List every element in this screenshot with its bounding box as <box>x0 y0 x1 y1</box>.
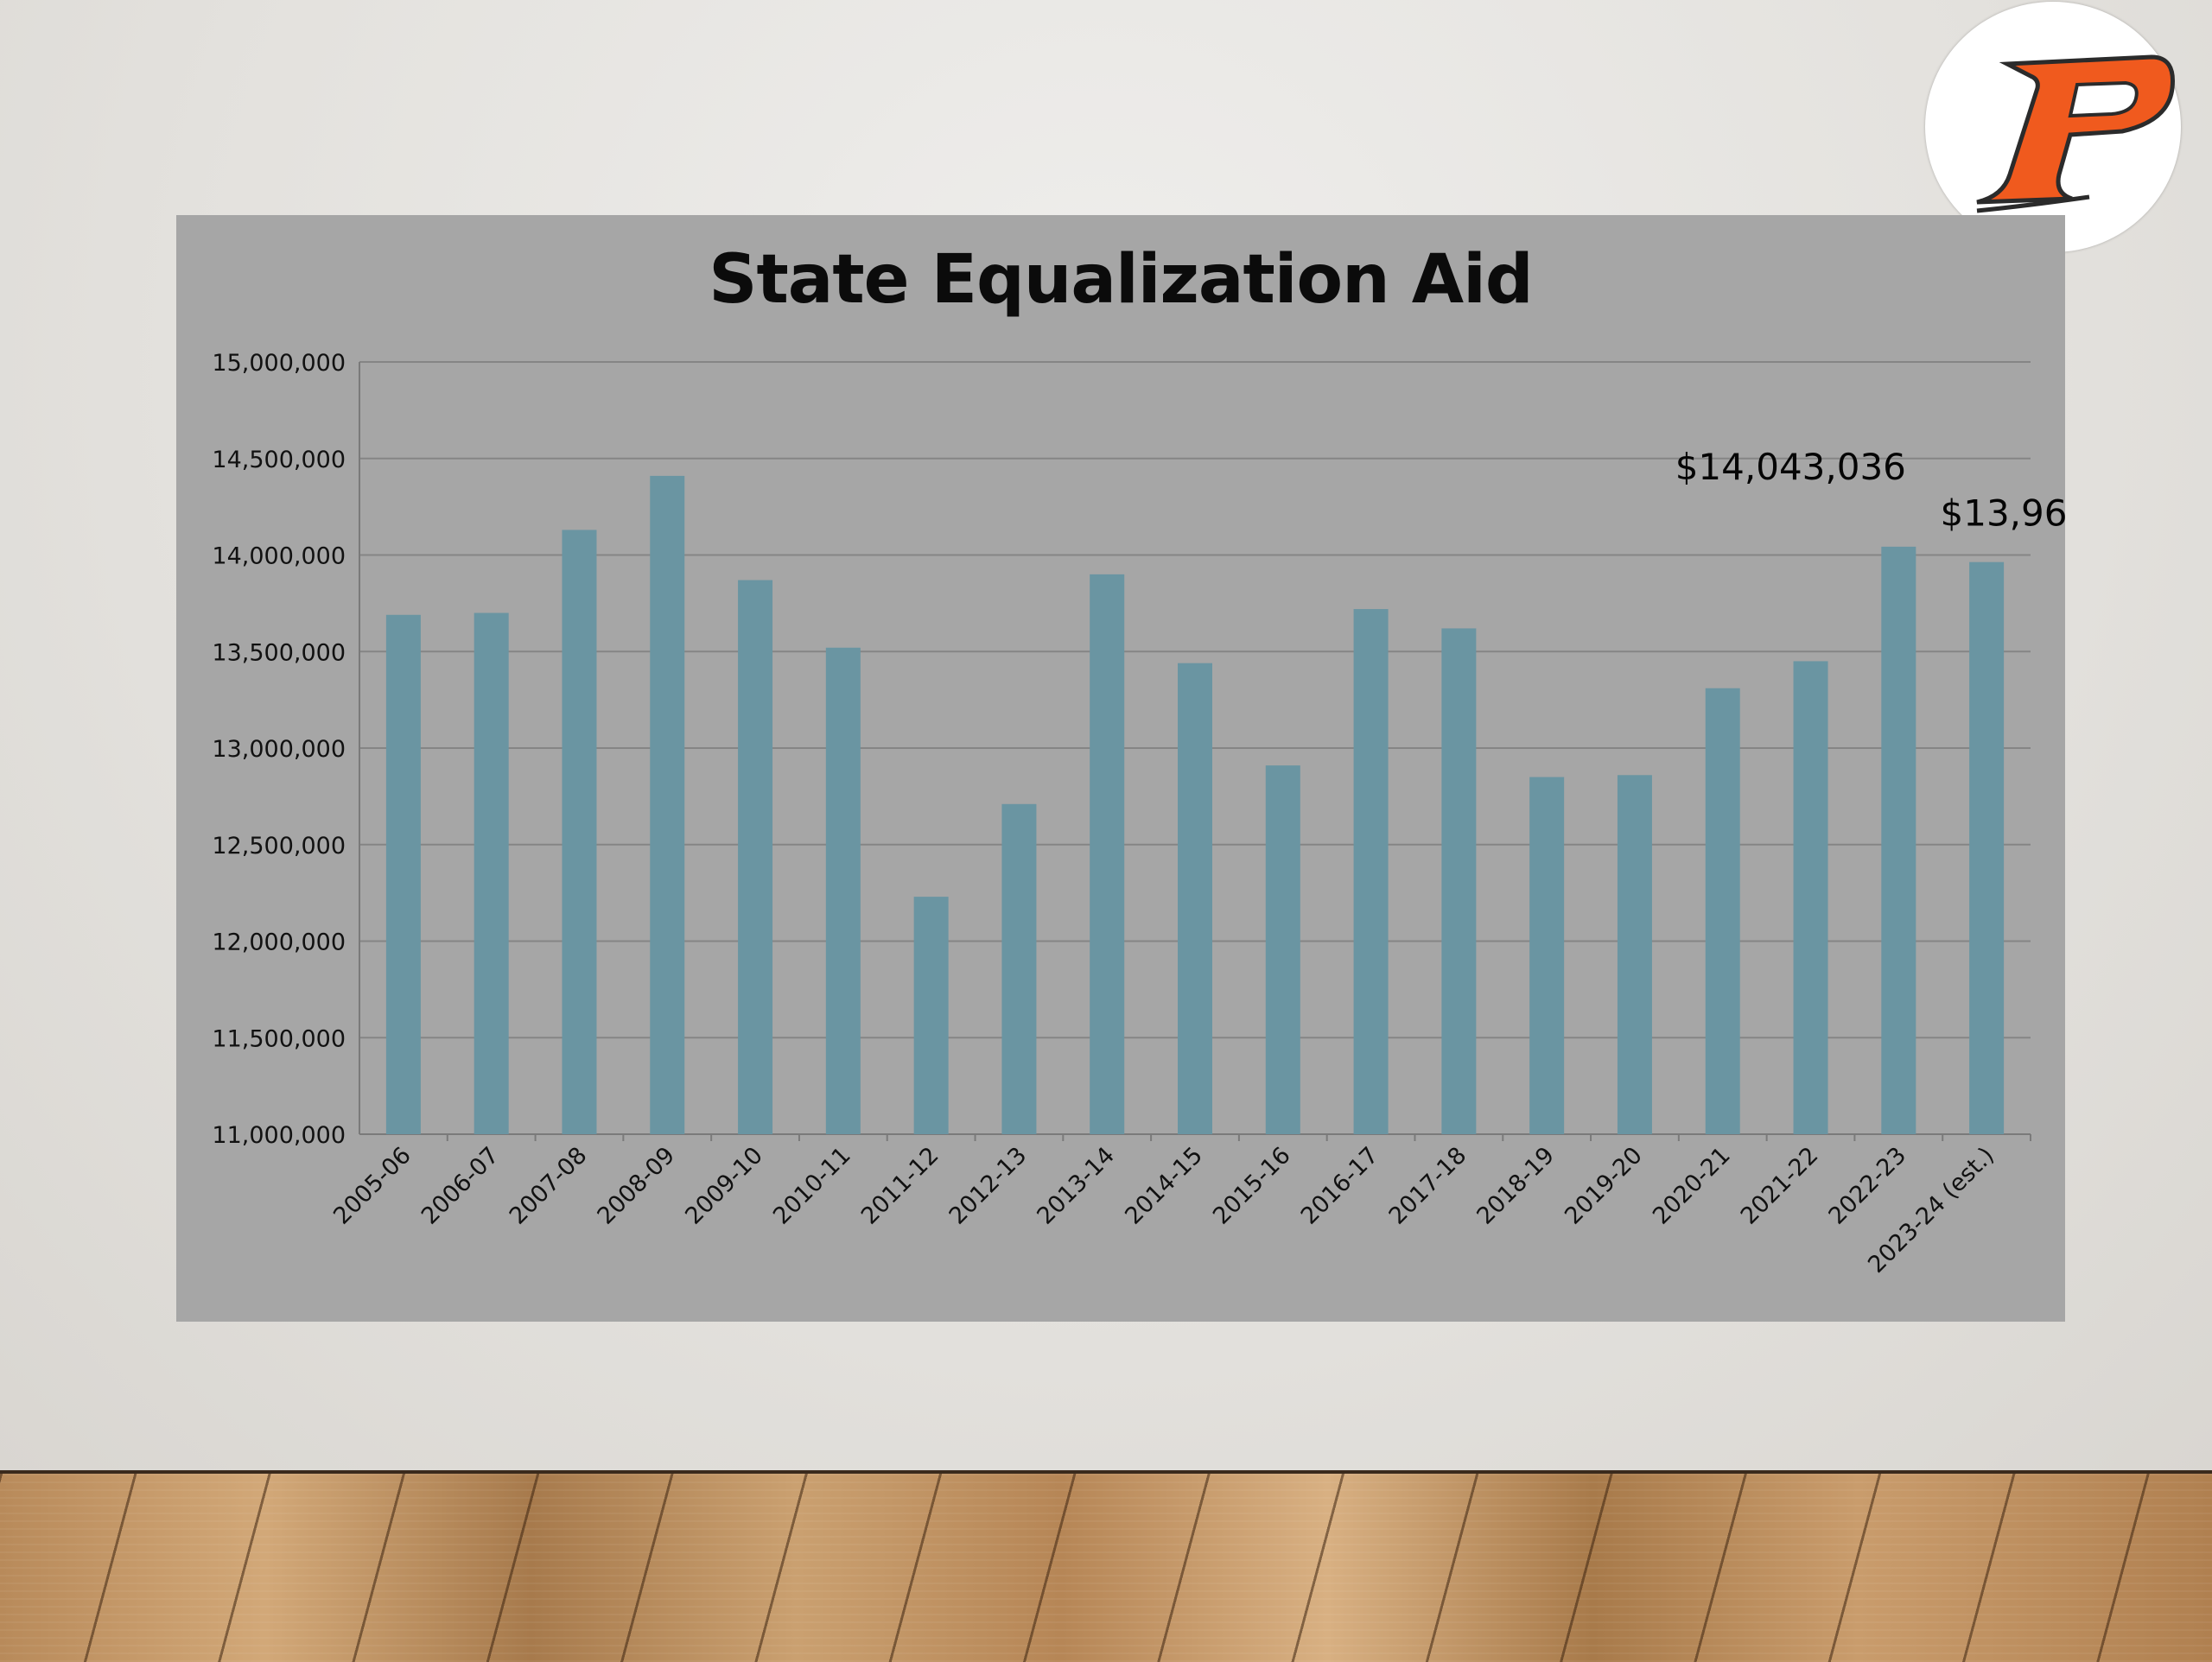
bar <box>650 475 685 1134</box>
data-label: $13,963,440 <box>1941 492 2065 535</box>
x-tick-label: 2018-19 <box>1471 1142 1560 1230</box>
x-tick-label: 2010-11 <box>768 1142 856 1230</box>
y-tick-label: 11,000,000 <box>212 1122 346 1149</box>
x-tick-label: 2017-18 <box>1384 1142 1472 1230</box>
bar <box>1793 661 1828 1134</box>
data-label: $14,043,036 <box>1675 446 1906 488</box>
bar <box>738 580 773 1134</box>
bar <box>1441 628 1477 1134</box>
y-tick-label: 12,000,000 <box>212 929 346 956</box>
x-tick-label: 2014-15 <box>1120 1142 1208 1230</box>
y-tick-label: 11,500,000 <box>212 1025 346 1052</box>
stylized-letter-p-logo <box>1925 2 2181 252</box>
bar <box>913 897 949 1134</box>
chart-title: State Equalization Aid <box>709 241 1533 319</box>
x-tick-label: 2016-17 <box>1296 1142 1384 1230</box>
y-tick-label: 12,500,000 <box>212 833 346 860</box>
bar <box>1617 775 1652 1134</box>
x-tick-label: 2011-12 <box>856 1142 944 1230</box>
bar <box>1529 777 1565 1134</box>
x-tick-label: 2021-22 <box>1736 1142 1824 1230</box>
bar <box>562 530 597 1134</box>
bar <box>1001 803 1037 1134</box>
wood-floor-decoration <box>0 1470 2212 1662</box>
x-tick-label: 2008-09 <box>593 1142 681 1230</box>
chart-panel: State Equalization Aid 11,000,000 11,500,… <box>176 215 2065 1322</box>
bar <box>825 647 861 1134</box>
bar-chart: 11,000,000 11,500,000 12,000,000 12,500,000… <box>212 350 2065 1278</box>
x-tick-label: 2009-10 <box>680 1142 768 1230</box>
x-tick-label: 2013-14 <box>1032 1142 1120 1230</box>
bar <box>1353 609 1389 1134</box>
y-tick-label: 15,000,000 <box>212 350 346 377</box>
x-tick-label: 2020-21 <box>1648 1142 1736 1230</box>
logo-icon <box>1976 54 2175 213</box>
x-tick-label: 2005-06 <box>328 1142 416 1230</box>
x-tick-label: 2006-07 <box>416 1142 505 1230</box>
x-tick-label: 2012-13 <box>944 1142 1033 1230</box>
y-tick-label: 14,000,000 <box>212 543 346 570</box>
bar <box>474 612 509 1134</box>
bar <box>1090 574 1125 1134</box>
x-tick-label: 2015-16 <box>1208 1142 1296 1230</box>
bar <box>1705 688 1740 1134</box>
bar <box>1178 663 1212 1134</box>
x-tick-label: 2019-20 <box>1560 1142 1648 1230</box>
x-tick-label: 2007-08 <box>505 1142 593 1230</box>
bar <box>1969 561 2005 1134</box>
x-tick-label: 2022-23 <box>1824 1142 1912 1230</box>
y-tick-label: 14,500,000 <box>212 447 346 473</box>
bar <box>1881 546 1916 1134</box>
y-tick-label: 13,000,000 <box>212 736 346 763</box>
y-tick-label: 13,500,000 <box>212 639 346 666</box>
bar <box>385 614 421 1134</box>
bar <box>1265 765 1300 1134</box>
